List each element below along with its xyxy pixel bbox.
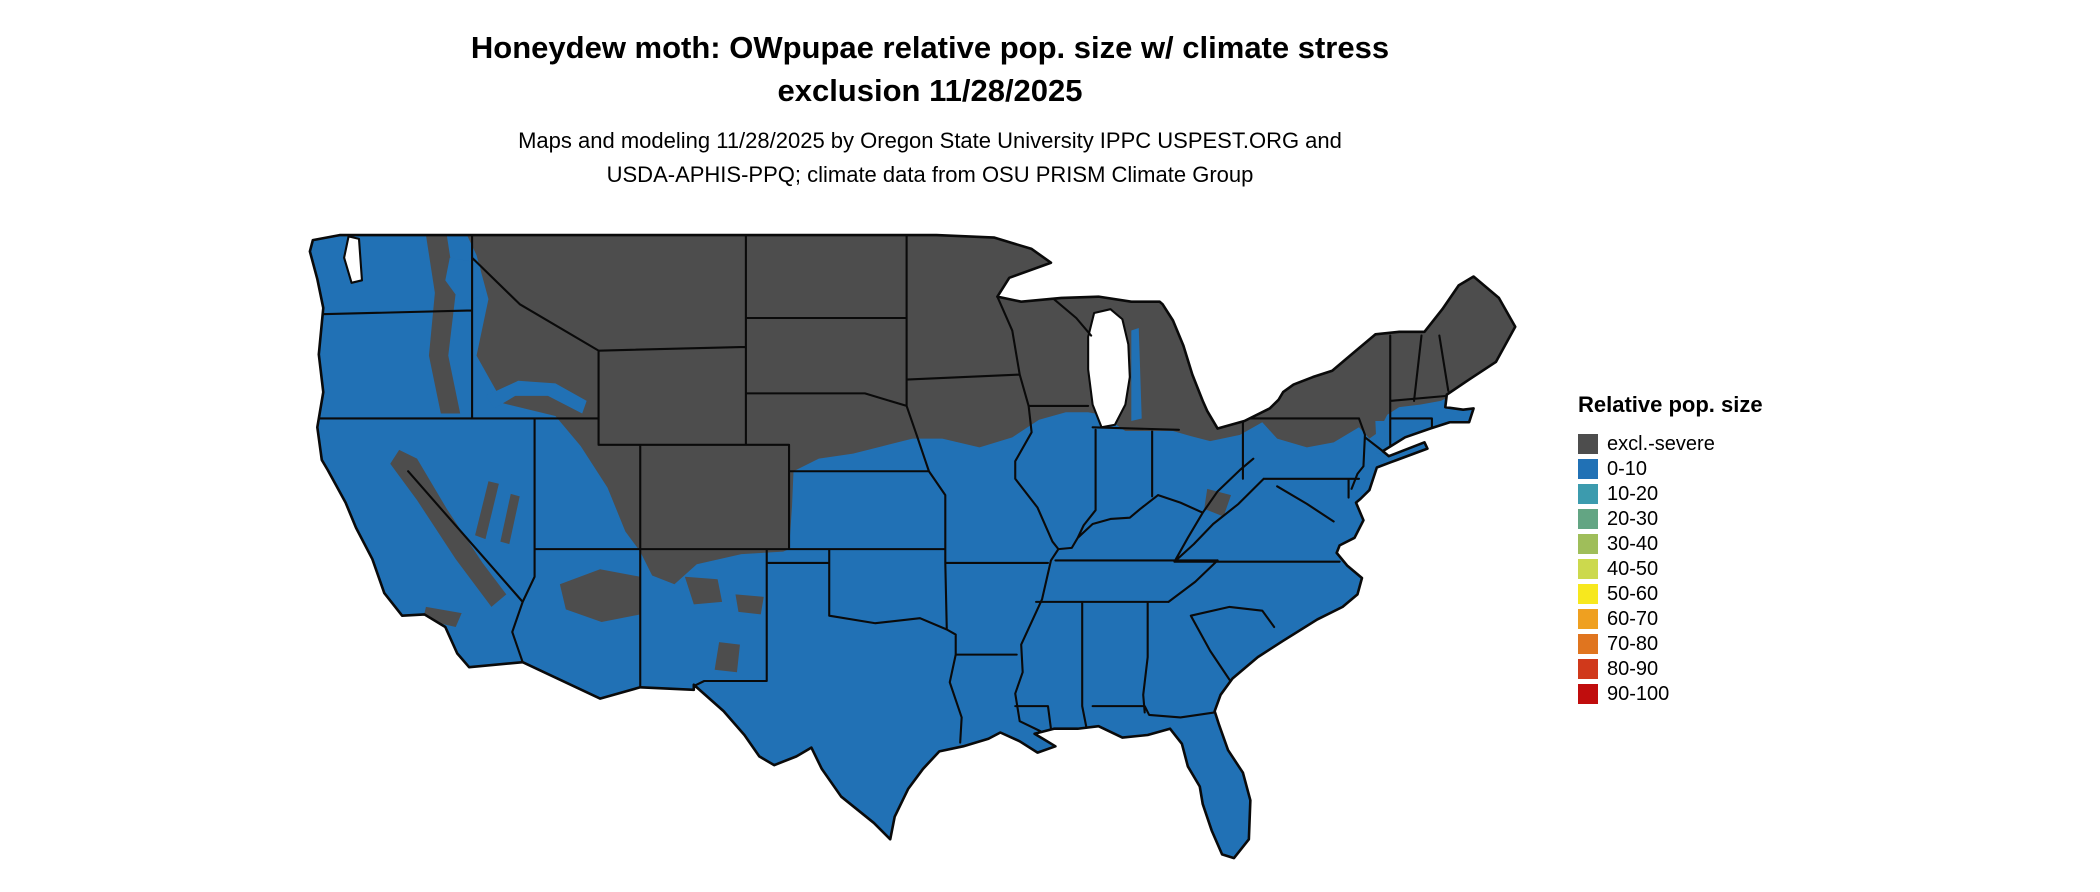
legend-item: 0-10 [1578, 456, 1763, 481]
legend-item: 20-30 [1578, 506, 1763, 531]
coastline [310, 235, 1515, 858]
us-map-svg [295, 215, 1545, 887]
legend-item: 10-20 [1578, 481, 1763, 506]
state-borders [302, 235, 1448, 742]
legend-item: excl.-severe [1578, 431, 1763, 456]
title-block: Honeydew moth: OWpupae relative pop. siz… [0, 26, 1860, 112]
legend-items: excl.-severe 0-10 10-20 20-30 30-40 40-5… [1578, 431, 1763, 706]
legend-swatch [1578, 658, 1598, 679]
legend-label: 20-30 [1607, 507, 1659, 530]
legend-label: 30-40 [1607, 532, 1659, 555]
legend-item: 90-100 [1578, 681, 1763, 706]
page-title-line-1: Honeydew moth: OWpupae relative pop. siz… [470, 30, 1390, 65]
subtitle-line-2: USDA-APHIS-PPQ; climate data from OSU PR… [606, 162, 1254, 187]
us-map [295, 215, 1545, 887]
legend-label: 60-70 [1607, 607, 1659, 630]
legend-label: 90-100 [1607, 682, 1670, 705]
legend-swatch [1578, 508, 1598, 529]
legend-title: Relative pop. size [1578, 392, 1763, 417]
subtitle-line-1: Maps and modeling 11/28/2025 by Oregon S… [518, 128, 1342, 153]
legend-label: excl.-severe [1607, 432, 1715, 455]
puget-sound [344, 236, 362, 282]
legend-item: 30-40 [1578, 531, 1763, 556]
legend-swatch [1578, 483, 1598, 504]
legend-swatch [1578, 433, 1598, 454]
legend-item: 40-50 [1578, 556, 1763, 581]
page-title-line-2: exclusion 11/28/2025 [777, 73, 1083, 108]
legend-label: 10-20 [1607, 482, 1659, 505]
legend-label: 80-90 [1607, 657, 1659, 680]
legend-swatch [1578, 558, 1598, 579]
legend-swatch [1578, 633, 1598, 654]
legend-item: 70-80 [1578, 631, 1763, 656]
low-population-patches [445, 257, 1513, 454]
legend-item: 80-90 [1578, 656, 1763, 681]
subtitle-block: Maps and modeling 11/28/2025 by Oregon S… [0, 124, 1860, 192]
legend-label: 50-60 [1607, 582, 1659, 605]
legend-swatch [1578, 533, 1598, 554]
legend: Relative pop. size excl.-severe 0-10 10-… [1578, 392, 1763, 706]
lake-michigan [1088, 309, 1130, 427]
legend-item: 60-70 [1578, 606, 1763, 631]
legend-swatch [1578, 608, 1598, 629]
legend-swatch [1578, 683, 1598, 704]
legend-label: 70-80 [1607, 632, 1659, 655]
legend-swatch [1578, 458, 1598, 479]
legend-item: 50-60 [1578, 581, 1763, 606]
legend-label: 40-50 [1607, 557, 1659, 580]
legend-swatch [1578, 583, 1598, 604]
legend-label: 0-10 [1607, 457, 1648, 480]
